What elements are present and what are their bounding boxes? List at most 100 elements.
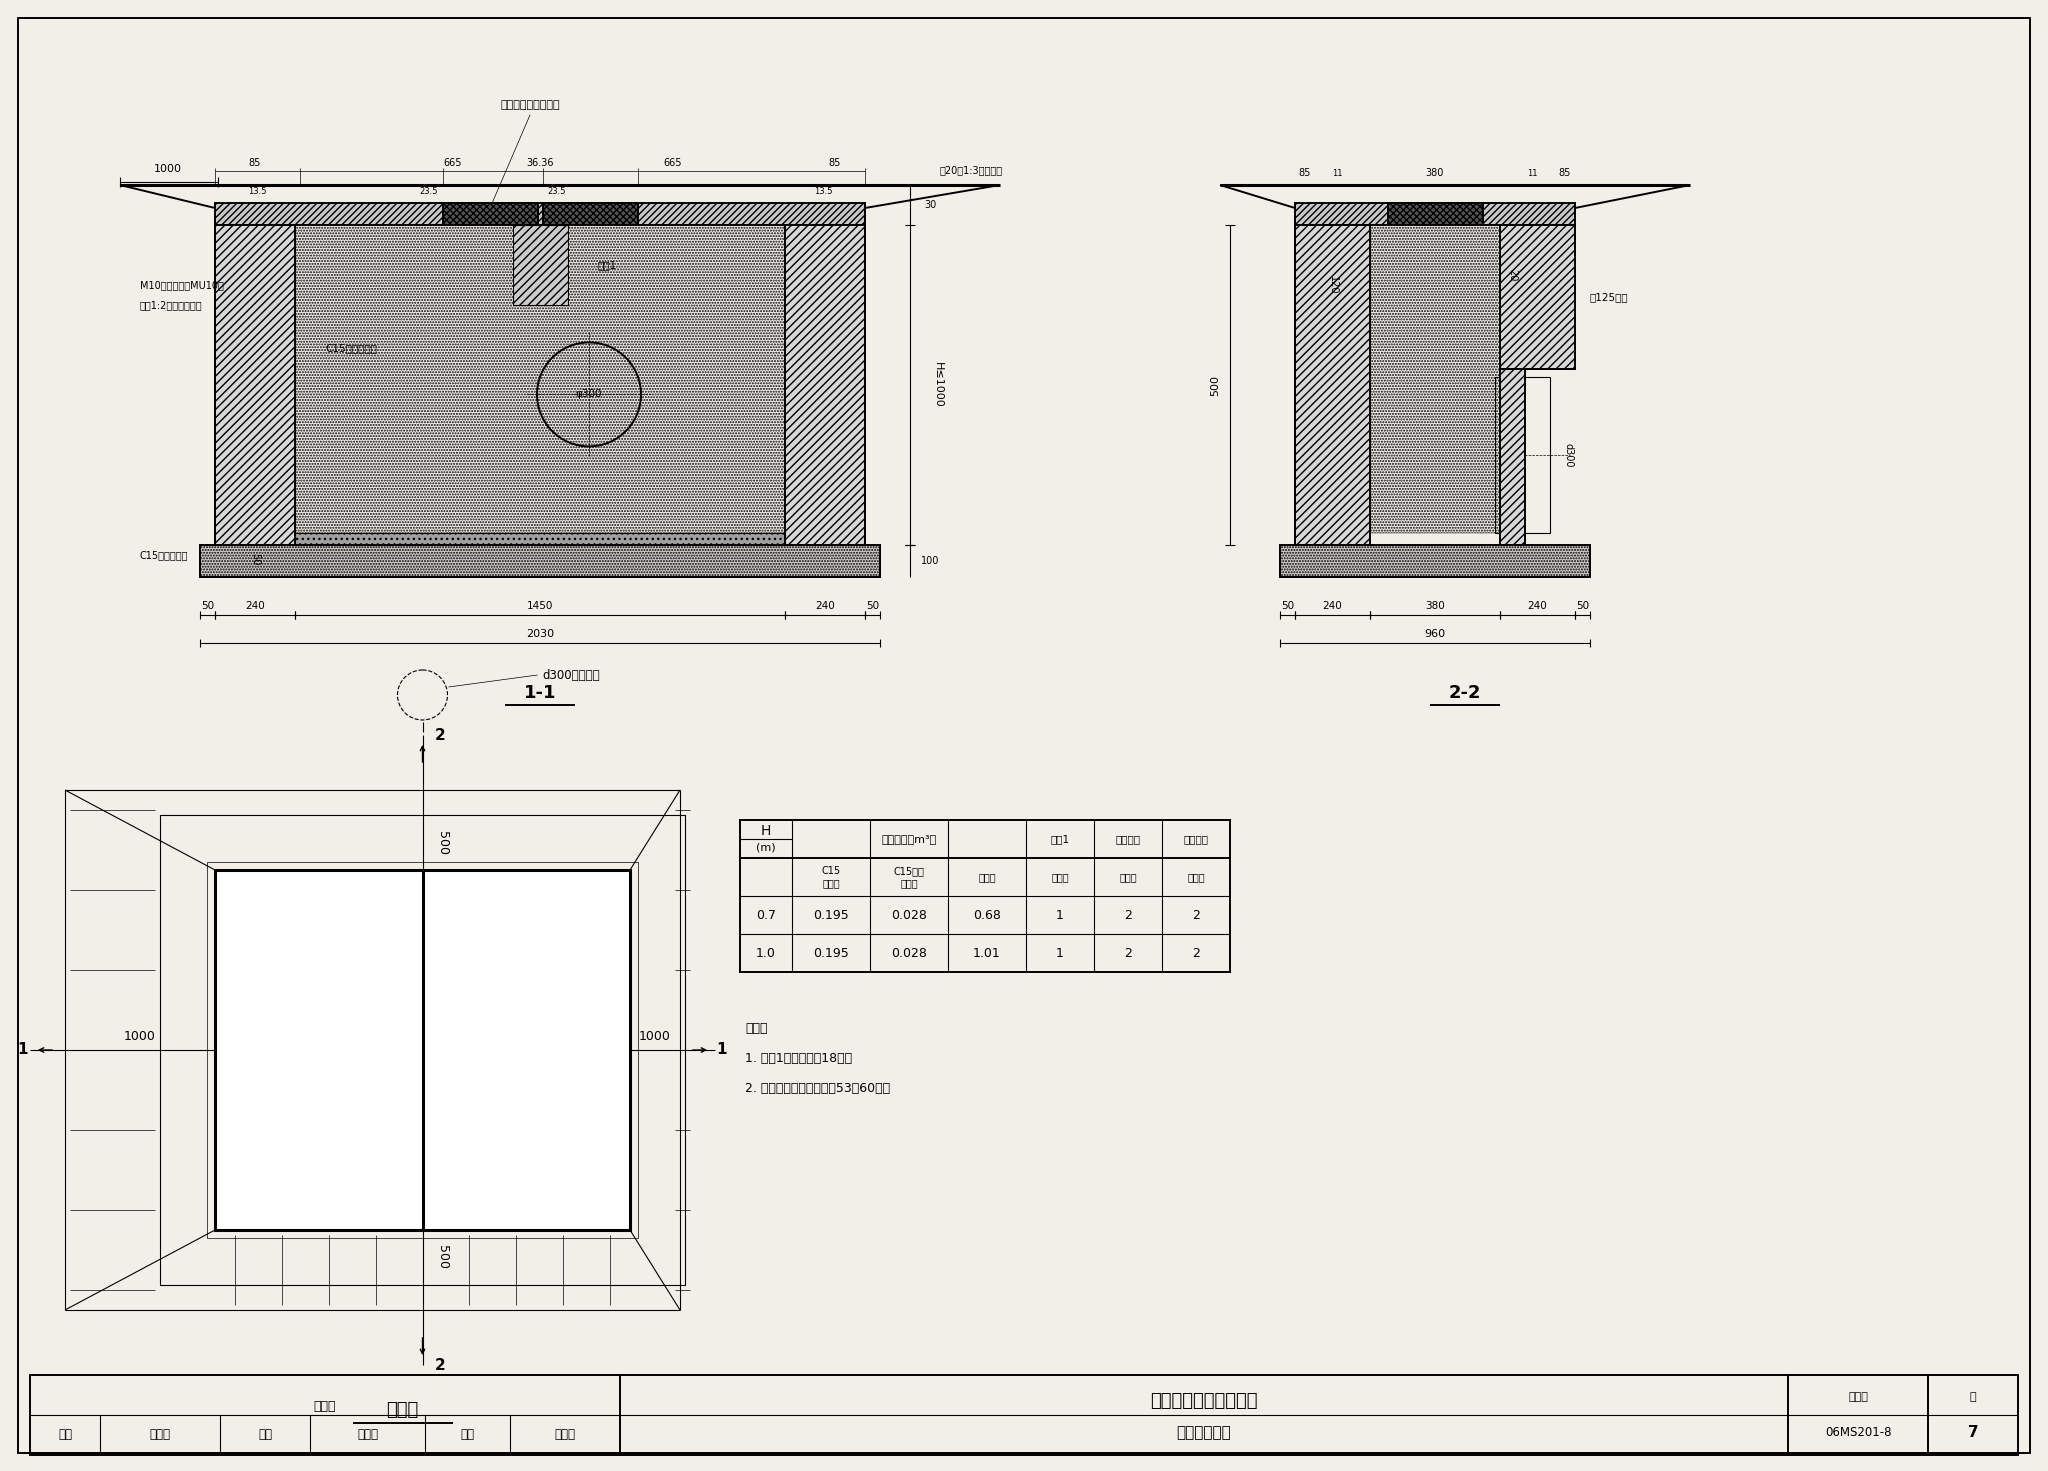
Bar — [1294, 225, 1370, 544]
Text: 铸铁井圈: 铸铁井圈 — [1184, 834, 1208, 844]
Text: 85: 85 — [248, 157, 262, 168]
Text: 1000: 1000 — [125, 1030, 156, 1043]
Text: 1.0: 1.0 — [756, 946, 776, 959]
Text: 1: 1 — [717, 1043, 727, 1058]
Bar — [215, 869, 631, 1230]
Text: 0.7: 0.7 — [756, 909, 776, 921]
Text: 校对: 校对 — [258, 1428, 272, 1442]
Bar — [442, 203, 537, 225]
Text: 0.68: 0.68 — [973, 909, 1001, 921]
Text: 36.36: 36.36 — [526, 157, 553, 168]
Text: 1. 过梁1见本图集第18页。: 1. 过梁1见本图集第18页。 — [745, 1052, 852, 1065]
Text: 页: 页 — [1970, 1393, 1976, 1402]
Text: 2. 井圈及算子见本图集第53～60页。: 2. 井圈及算子见本图集第53～60页。 — [745, 1083, 891, 1094]
Text: 380: 380 — [1425, 602, 1446, 610]
Bar — [215, 225, 295, 544]
Text: 85: 85 — [829, 157, 842, 168]
Bar — [201, 544, 881, 577]
Text: 设计: 设计 — [461, 1428, 475, 1442]
Text: 50: 50 — [201, 602, 215, 610]
Text: 50: 50 — [250, 553, 260, 565]
Text: 665: 665 — [664, 157, 682, 168]
Text: 13.5: 13.5 — [813, 187, 831, 196]
Text: C15
混凝土: C15 混凝土 — [821, 866, 840, 888]
Bar — [442, 203, 537, 225]
Bar — [295, 533, 784, 544]
Bar — [1499, 225, 1575, 369]
Bar — [1386, 203, 1483, 225]
Bar — [1495, 377, 1550, 533]
Bar — [1499, 225, 1575, 369]
Text: 铸铁井圈及铸铁算子: 铸铁井圈及铸铁算子 — [500, 100, 559, 110]
Text: 23.5: 23.5 — [420, 187, 438, 196]
Text: 墙内1:2水泥砂浆勾缝: 墙内1:2水泥砂浆勾缝 — [139, 300, 203, 310]
Text: 1.01: 1.01 — [973, 946, 1001, 959]
Text: 0.195: 0.195 — [813, 909, 848, 921]
Text: 11: 11 — [1528, 169, 1538, 178]
Text: C15混凝土基础: C15混凝土基础 — [139, 550, 188, 560]
Bar — [215, 203, 864, 225]
Text: （个）: （个） — [1188, 872, 1204, 883]
Text: (m): (m) — [756, 843, 776, 852]
Bar — [543, 203, 637, 225]
Text: 50: 50 — [1577, 602, 1589, 610]
Text: 说明：: 说明： — [745, 1022, 768, 1036]
Bar — [784, 225, 864, 544]
Text: φ300: φ300 — [575, 390, 602, 400]
Text: d300: d300 — [1563, 443, 1573, 468]
Text: （个）: （个） — [1118, 872, 1137, 883]
Bar — [207, 862, 639, 1239]
Text: 1000: 1000 — [154, 163, 182, 174]
Text: 1: 1 — [1057, 909, 1065, 921]
Text: 铸铁算子: 铸铁算子 — [1116, 834, 1141, 844]
Text: 240: 240 — [815, 602, 836, 610]
Text: 审核: 审核 — [57, 1428, 72, 1442]
Text: 0.195: 0.195 — [813, 946, 848, 959]
Text: 砖砌体: 砖砌体 — [979, 872, 995, 883]
Text: 13.5: 13.5 — [248, 187, 266, 196]
Bar — [739, 819, 1231, 972]
Text: 50: 50 — [1280, 602, 1294, 610]
Text: 665: 665 — [442, 157, 461, 168]
Text: 50: 50 — [866, 602, 879, 610]
Text: 500: 500 — [436, 1244, 449, 1269]
Bar — [295, 533, 784, 544]
Bar — [201, 544, 881, 577]
Text: （根）: （根） — [1051, 872, 1069, 883]
Text: 1000: 1000 — [639, 1030, 672, 1043]
Bar — [1499, 369, 1526, 544]
Text: 23.5: 23.5 — [547, 187, 565, 196]
Bar — [512, 225, 567, 304]
Text: 2: 2 — [1192, 946, 1200, 959]
Bar — [543, 203, 637, 225]
Text: 30: 30 — [924, 200, 936, 210]
Text: 380: 380 — [1425, 168, 1444, 178]
Text: 1-1: 1-1 — [524, 684, 557, 702]
Bar — [1294, 225, 1370, 544]
Text: H: H — [760, 824, 772, 837]
Text: 工程数量（m³）: 工程数量（m³） — [881, 834, 936, 844]
Text: 500: 500 — [1210, 375, 1221, 396]
Bar — [512, 225, 567, 304]
Bar — [1499, 369, 1526, 544]
Text: 20: 20 — [1507, 269, 1518, 281]
Text: 2030: 2030 — [526, 630, 555, 638]
Text: 06MS201-8: 06MS201-8 — [1825, 1425, 1890, 1439]
Text: C15细石
混凝土: C15细石 混凝土 — [893, 866, 924, 888]
Text: 图集号: 图集号 — [1847, 1393, 1868, 1402]
Bar — [1294, 203, 1575, 225]
Bar — [1280, 544, 1589, 577]
Text: 240: 240 — [246, 602, 264, 610]
Bar — [1294, 203, 1575, 225]
Text: 100: 100 — [922, 556, 940, 566]
Bar — [215, 203, 864, 225]
Text: 坐20厚1:3水泥砂浆: 坐20厚1:3水泥砂浆 — [940, 165, 1004, 175]
Text: H≤1000: H≤1000 — [934, 362, 942, 407]
Text: 平面图: 平面图 — [387, 1400, 418, 1420]
Text: 过梁1: 过梁1 — [598, 260, 616, 271]
Text: 7: 7 — [1968, 1425, 1978, 1440]
Bar — [1280, 544, 1589, 577]
Text: 85: 85 — [1559, 168, 1571, 178]
Text: 240: 240 — [1528, 602, 1548, 610]
Bar — [1370, 225, 1499, 533]
